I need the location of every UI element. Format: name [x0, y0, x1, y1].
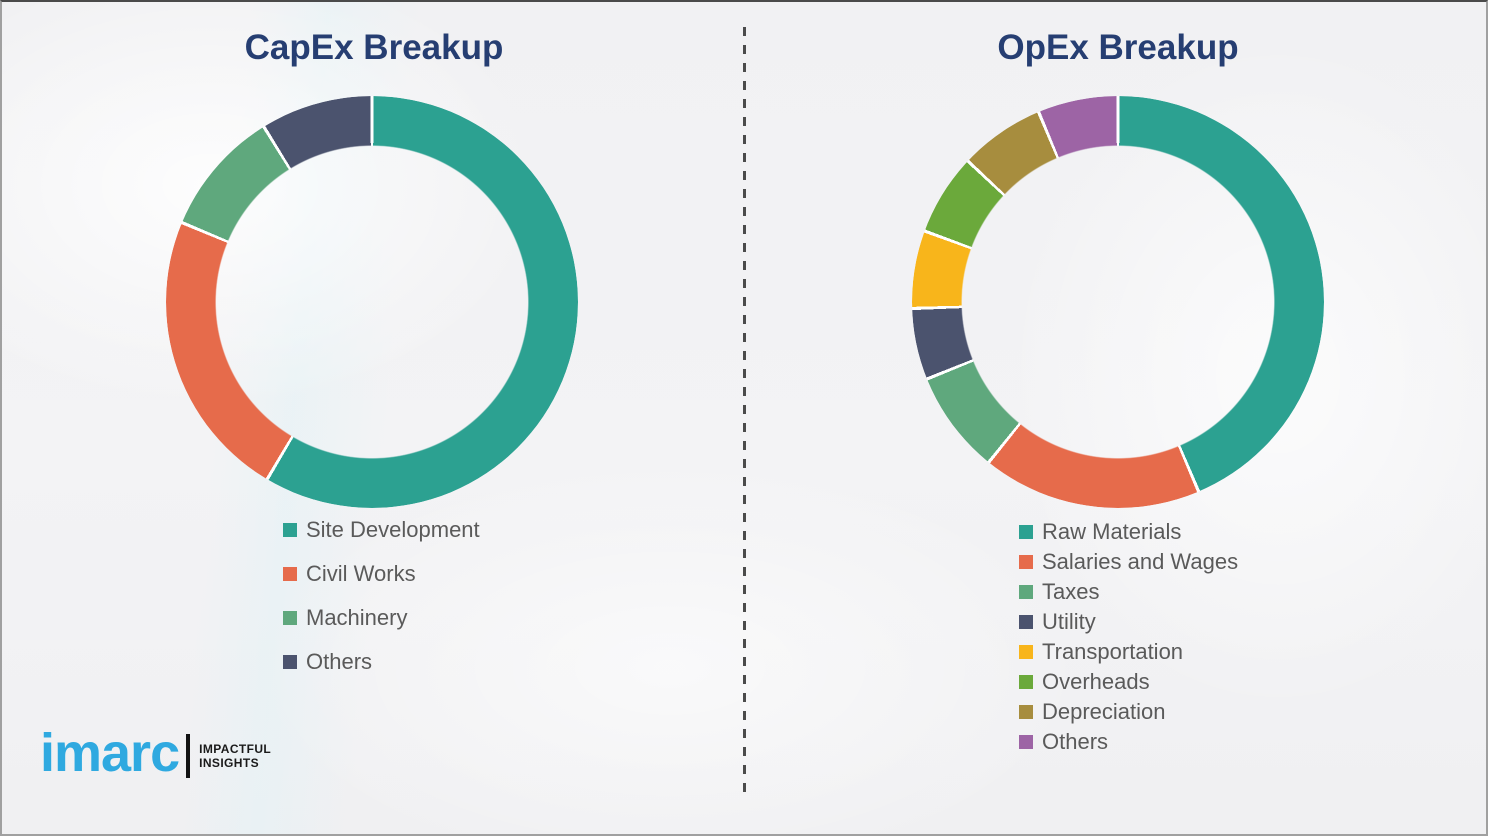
legend-label: Taxes — [1042, 579, 1100, 604]
logo-tagline-line2: INSIGHTS — [199, 756, 259, 770]
opex-panel: OpEx Breakup Raw Materials Salaries and … — [746, 2, 1486, 834]
legend-item: Site Development — [283, 518, 480, 542]
legend-swatch — [1019, 615, 1033, 629]
legend-item: Utility — [1019, 610, 1238, 634]
legend-item: Salaries and Wages — [1019, 550, 1238, 574]
legend-label: Depreciation — [1042, 699, 1166, 724]
legend-item: Raw Materials — [1019, 520, 1238, 544]
legend-swatch — [1019, 735, 1033, 749]
legend-item: Depreciation — [1019, 700, 1238, 724]
opex-donut-chart — [912, 96, 1324, 508]
legend-label: Machinery — [306, 605, 408, 630]
legend-label: Raw Materials — [1042, 519, 1182, 544]
legend-label: Overheads — [1042, 669, 1150, 694]
legend-swatch — [283, 523, 297, 537]
legend-item: Taxes — [1019, 580, 1238, 604]
legend-swatch — [1019, 705, 1033, 719]
legend-swatch — [1019, 645, 1033, 659]
imarc-logo: imarc IMPACTFUL INSIGHTS — [40, 726, 271, 780]
legend-item: Machinery — [283, 606, 480, 630]
legend-label: Others — [1042, 729, 1109, 754]
legend-item: Overheads — [1019, 670, 1238, 694]
capex-legend: Site Development Civil Works Machinery O… — [283, 518, 480, 694]
legend-label: Transportation — [1042, 639, 1184, 664]
legend-item: Others — [283, 650, 480, 674]
legend-item: Others — [1019, 730, 1238, 754]
opex-title: OpEx Breakup — [997, 28, 1239, 67]
legend-item: Civil Works — [283, 562, 480, 586]
opex-legend: Raw Materials Salaries and Wages Taxes U… — [1019, 520, 1238, 760]
legend-swatch — [1019, 585, 1033, 599]
legend-label: Civil Works — [306, 561, 416, 586]
legend-swatch — [1019, 555, 1033, 569]
legend-label: Others — [306, 649, 373, 674]
capex-title: CapEx Breakup — [244, 28, 504, 67]
legend-swatch — [1019, 675, 1033, 689]
legend-label: Salaries and Wages — [1042, 549, 1239, 574]
legend-swatch — [1019, 525, 1033, 539]
imarc-logo-text: imarc — [40, 723, 180, 783]
legend-swatch — [283, 611, 297, 625]
dashed-divider — [743, 27, 746, 793]
legend-swatch — [283, 655, 297, 669]
logo-tagline-line1: IMPACTFUL — [199, 741, 272, 756]
logo-tagline: IMPACTFUL INSIGHTS — [199, 742, 271, 771]
capex-panel: CapEx Breakup Site Development Civil Wor… — [2, 2, 746, 834]
legend-label: Utility — [1042, 609, 1096, 634]
legend-label: Site Development — [306, 517, 480, 542]
logo-divider-bar — [186, 734, 191, 778]
legend-swatch — [283, 567, 297, 581]
capex-donut-chart — [166, 96, 578, 508]
legend-item: Transportation — [1019, 640, 1238, 664]
